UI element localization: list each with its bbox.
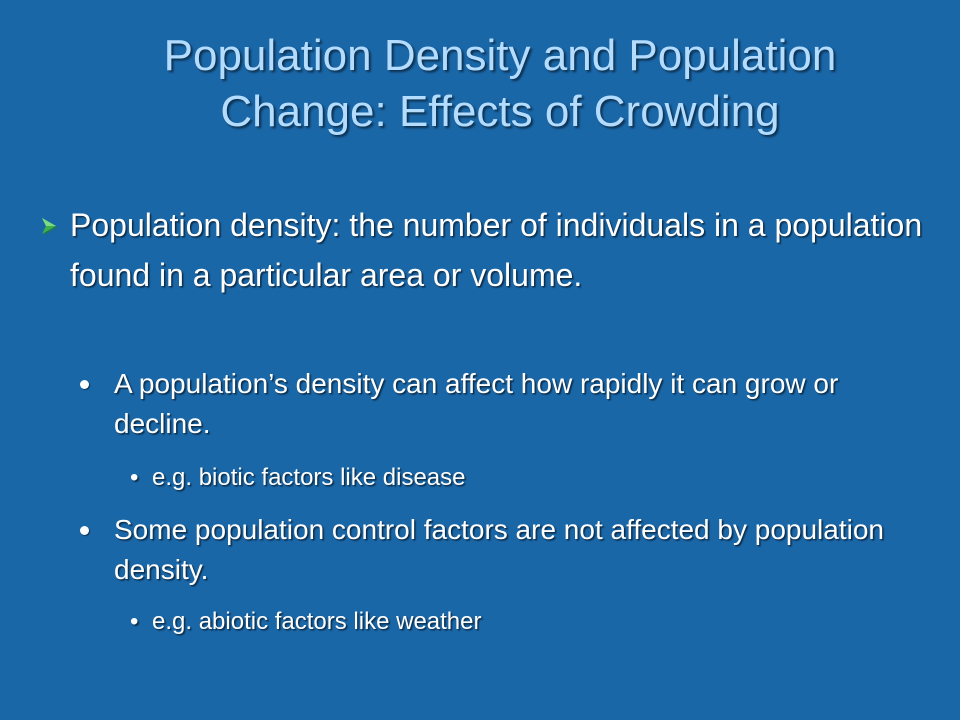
round-bullet-icon — [80, 380, 89, 389]
sub-bullet-1-text: A population’s density can affect how ra… — [114, 368, 839, 439]
small-bullet-icon: • — [130, 464, 139, 491]
title-line-2: Change: Effects of Crowding — [220, 87, 780, 136]
slide-title: Population Density and Population Change… — [40, 28, 960, 140]
example-2-text: e.g. abiotic factors like weather — [152, 608, 482, 635]
arrow-bullet-icon — [42, 218, 58, 236]
round-bullet-icon — [80, 526, 89, 535]
sub-bullet-2-text: Some population control factors are not … — [114, 514, 884, 585]
small-bullet-icon: • — [130, 608, 139, 635]
main-bullet-text: Population density: the number of indivi… — [70, 207, 923, 293]
example-1-text: e.g. biotic factors like disease — [152, 464, 466, 491]
title-line-1: Population Density and Population — [163, 31, 837, 80]
